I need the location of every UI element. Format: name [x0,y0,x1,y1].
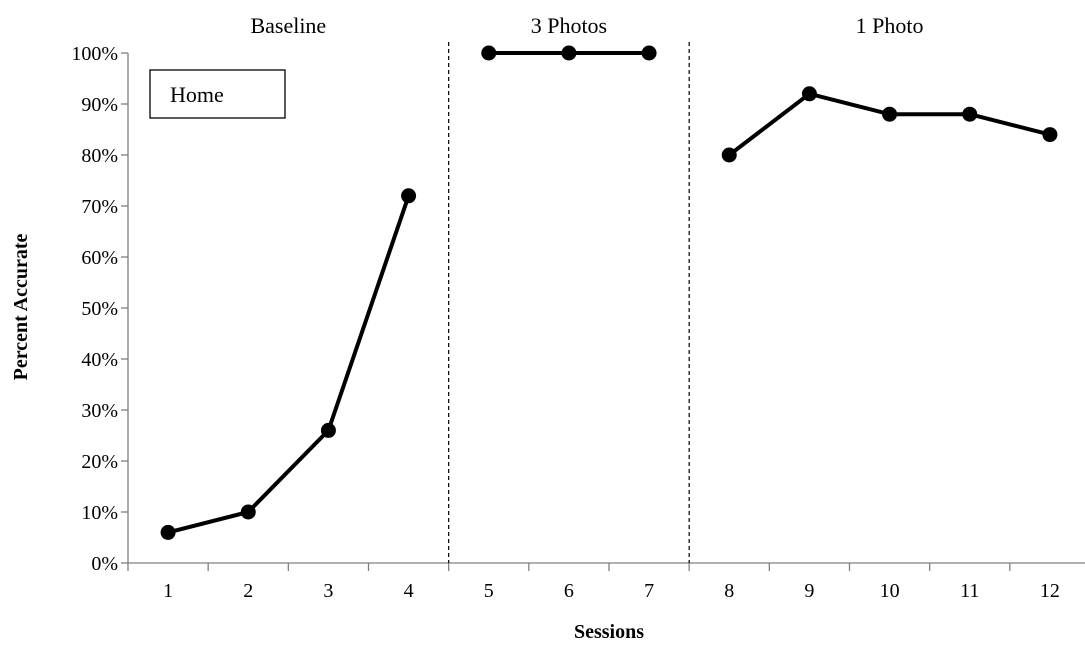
data-series [160,45,1058,540]
series-line [167,195,411,535]
x-tick-label: 3 [323,580,333,602]
data-point [160,524,176,540]
x-tick-label: 10 [880,580,900,602]
data-point [641,45,657,61]
x-tick-label: 5 [484,580,494,602]
y-tick-label: 100% [71,43,118,65]
phase-label: 1 Photo [856,13,924,38]
x-axis-title: Sessions [574,621,644,643]
x-tick-label: 11 [960,580,979,602]
data-point [320,422,336,438]
legend-box [149,69,286,119]
x-tick-label: 2 [243,580,253,602]
y-tick-label: 90% [81,94,118,116]
data-point [882,106,898,122]
x-tick-label: 6 [564,580,574,602]
y-tick-label: 70% [81,196,118,218]
data-point [801,86,817,102]
y-tick-label: 50% [81,298,118,320]
y-axis-title: Percent Accurate [10,233,32,380]
y-tick-label: 60% [81,247,118,269]
data-point [721,147,737,163]
x-tick-label: 4 [404,580,414,602]
y-tick-label: 40% [81,349,118,371]
y-axis-ticks: 0% 10% 20% 30% 40% 50% 60% 70% 80% 90% 100% [71,43,128,575]
series-line [728,91,1051,157]
data-point [240,504,256,520]
y-tick-label: 80% [81,145,118,167]
y-tick-label: 30% [81,400,118,422]
data-point [561,45,577,61]
data-point [962,106,978,122]
legend-box-text: Home [170,82,224,107]
y-tick-label: 0% [91,553,118,575]
y-tick-label: 20% [81,451,118,473]
x-tick-label: 9 [804,580,814,602]
x-tick-label: 12 [1040,580,1060,602]
x-tick-label: 1 [163,580,173,602]
phase-label: Baseline [250,13,326,38]
phase-labels: Baseline 3 Photos 1 Photo [250,13,923,38]
x-axis-ticks: 1 2 3 4 5 6 7 8 9 10 11 12 [127,563,1060,602]
y-tick-label: 10% [81,502,118,524]
data-point [1042,127,1058,143]
data-point [481,45,497,61]
data-point [401,188,417,204]
phase-label: 3 Photos [531,13,607,38]
phase-change-lines [448,42,690,563]
x-tick-label: 7 [644,580,654,602]
x-tick-label: 8 [724,580,734,602]
